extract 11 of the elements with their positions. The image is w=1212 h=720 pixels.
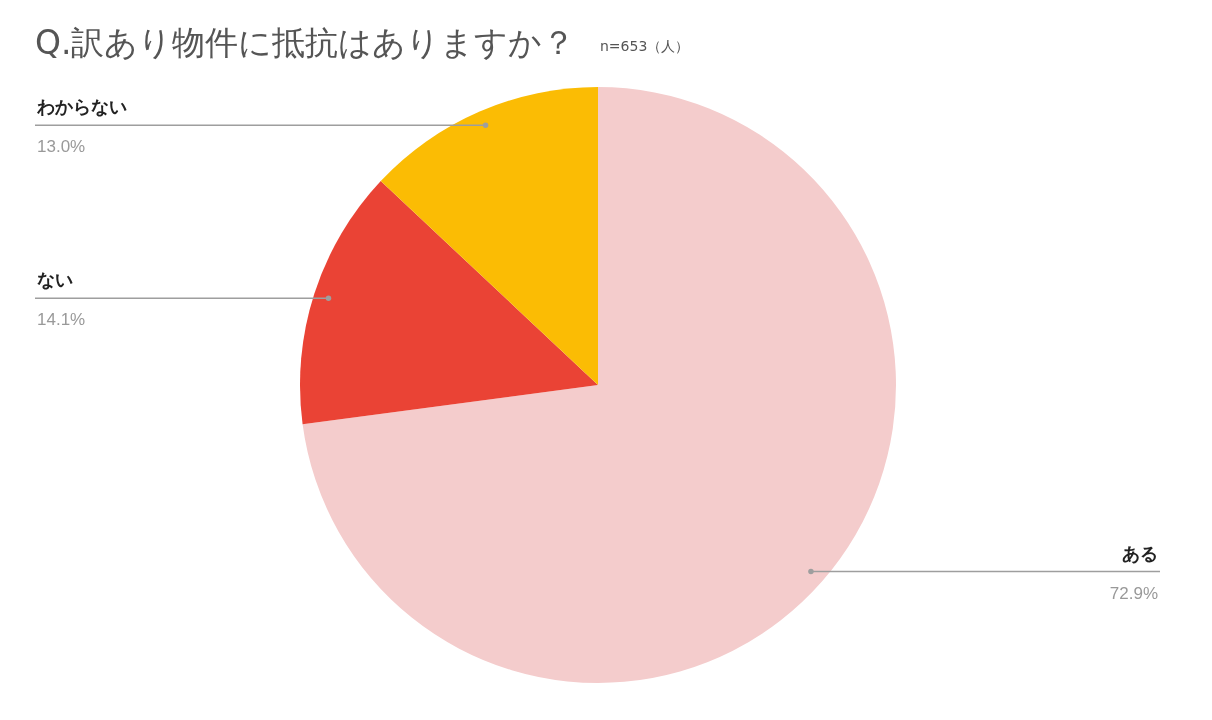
- pie-slice: [300, 181, 598, 425]
- data-label: 72.9%: [1109, 583, 1158, 603]
- pie-slice: [302, 87, 896, 683]
- data-label: 13.0%: [37, 137, 86, 157]
- pie-slice: [380, 87, 598, 385]
- slice-label: ある: [1122, 542, 1158, 564]
- slice-label: わからない: [36, 96, 127, 118]
- data-label: 14.1%: [37, 310, 86, 330]
- chart-title: Q.訳あり物件に抵抗はありますか？: [35, 23, 576, 62]
- slice-label: ない: [37, 269, 73, 291]
- chart-subtitle: n=653（人）: [600, 38, 690, 54]
